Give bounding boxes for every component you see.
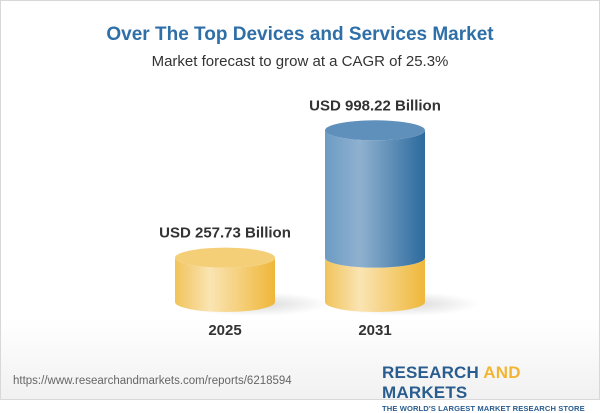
- data-label: USD 998.22 Billion: [309, 97, 441, 114]
- chart-frame: [0, 0, 600, 400]
- logo-tagline: THE WORLD'S LARGEST MARKET RESEARCH STOR…: [382, 404, 585, 413]
- brand-logo: RESEARCH AND MARKETS THE WORLD'S LARGEST…: [382, 363, 592, 413]
- logo-text-markets: MARKETS: [382, 383, 468, 402]
- cylinder-base-segment: [325, 257, 425, 312]
- cylinder-top: [175, 247, 275, 268]
- cylinder-base-segment: [175, 257, 275, 312]
- chart-title: Over The Top Devices and Services Market: [106, 24, 494, 45]
- chart-subtitle: Market forecast to grow at a CAGR of 25.…: [151, 53, 449, 70]
- logo-text-and: AND: [483, 363, 521, 382]
- source-url[interactable]: https://www.researchandmarkets.com/repor…: [13, 375, 292, 387]
- data-label: USD 257.73 Billion: [159, 225, 291, 242]
- cylinder-top: [325, 120, 425, 141]
- cylinder-growth-segment: [325, 130, 425, 268]
- cylinder-chart: USD 257.73 Billion 2025 USD 998.22 Billion…: [159, 97, 480, 339]
- category-label: 2025: [208, 322, 241, 339]
- category-label: 2031: [358, 322, 391, 339]
- logo-text: RESEARCH: [382, 363, 484, 382]
